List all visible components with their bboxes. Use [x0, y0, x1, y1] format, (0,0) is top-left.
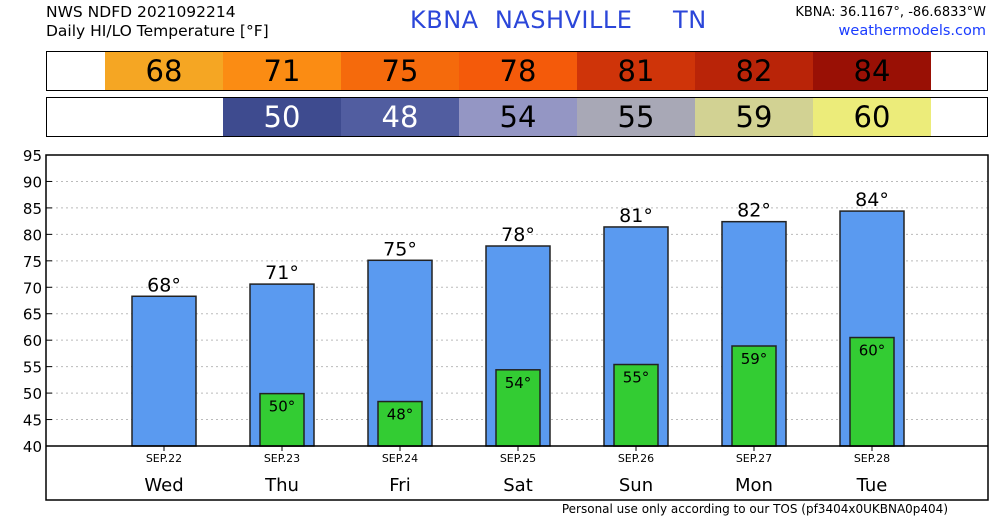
- x-day-label: Wed: [144, 475, 183, 496]
- high-temp-label: 81°: [619, 205, 653, 227]
- y-tick-label: 90: [23, 173, 42, 191]
- high-temp-label: 78°: [501, 224, 535, 246]
- low-temp-bar: [259, 392, 305, 447]
- low-temp-cell: 50: [223, 98, 341, 136]
- x-day-label: Mon: [735, 475, 773, 496]
- low-temp-strip: 50 48 54 55 59 60: [46, 97, 988, 137]
- header-left: NWS NDFD 2021092214 Daily HI/LO Temperat…: [46, 3, 269, 41]
- low-temp-label: 54°: [505, 374, 532, 392]
- low-temp-cell: 54: [459, 98, 577, 136]
- low-temp-bar: [377, 400, 423, 447]
- station-title: KBNA NASHVILLE TN: [410, 6, 707, 34]
- high-temp-cell: 84: [813, 52, 931, 90]
- x-day-label: Tue: [856, 475, 888, 496]
- high-temp-label: 84°: [855, 189, 889, 211]
- x-date-label: SEP.28: [854, 452, 890, 465]
- y-tick-label: 40: [23, 438, 42, 456]
- high-temp-cell: 81: [577, 52, 695, 90]
- run-label: NWS NDFD 2021092214: [46, 3, 236, 21]
- high-temp-cell: 82: [695, 52, 813, 90]
- y-tick-label: 95: [23, 147, 42, 165]
- high-temp-label: 71°: [265, 262, 299, 284]
- high-temp-cell: 68: [105, 52, 223, 90]
- y-tick-label: 65: [23, 306, 42, 324]
- y-tick-label: 55: [23, 359, 42, 377]
- x-date-label: SEP.24: [382, 452, 418, 465]
- x-date-label: SEP.23: [264, 452, 300, 465]
- low-temp-label: 60°: [859, 342, 886, 360]
- low-temp-cell: [105, 98, 223, 136]
- y-tick-label: 85: [23, 200, 42, 218]
- y-tick-label: 60: [23, 332, 42, 350]
- high-temp-label: 68°: [147, 274, 181, 296]
- low-temp-bar: [731, 345, 777, 447]
- y-tick-label: 70: [23, 279, 42, 297]
- y-tick-label: 45: [23, 412, 42, 430]
- x-date-label: SEP.27: [736, 452, 772, 465]
- tos-footer: Personal use only according to our TOS (…: [561, 502, 948, 516]
- high-temp-cell: 71: [223, 52, 341, 90]
- low-temp-label: 48°: [387, 406, 414, 424]
- high-temp-label: 82°: [737, 200, 771, 222]
- high-temp-cell: 75: [341, 52, 459, 90]
- low-temp-cell: 48: [341, 98, 459, 136]
- product-label: Daily HI/LO Temperature [°F]: [46, 22, 269, 40]
- x-day-label: Sat: [503, 475, 533, 496]
- y-tick-label: 50: [23, 385, 42, 403]
- high-temp-label: 75°: [383, 238, 417, 260]
- low-temp-bar: [849, 336, 895, 447]
- x-day-label: Thu: [264, 475, 299, 496]
- x-date-label: SEP.26: [618, 452, 654, 465]
- x-day-label: Sun: [619, 475, 653, 496]
- site-link[interactable]: weathermodels.com: [838, 23, 986, 39]
- low-temp-bar: [613, 363, 659, 447]
- low-temp-label: 55°: [623, 369, 650, 387]
- y-tick-label: 75: [23, 253, 42, 271]
- x-date-label: SEP.22: [146, 452, 182, 465]
- high-temp-strip: 68 71 75 78 81 82 84: [46, 51, 988, 91]
- low-temp-label: 50°: [269, 398, 296, 416]
- station-coords: KBNA: 36.1167°, -86.6833°W: [795, 5, 986, 20]
- x-day-label: Fri: [389, 475, 410, 496]
- low-temp-label: 59°: [741, 350, 768, 368]
- high-temp-bar: [131, 295, 197, 447]
- low-temp-cell: 60: [813, 98, 931, 136]
- low-temp-cell: 59: [695, 98, 813, 136]
- y-tick-label: 80: [23, 226, 42, 244]
- x-date-label: SEP.25: [500, 452, 536, 465]
- low-temp-cell: 55: [577, 98, 695, 136]
- high-temp-cell: 78: [459, 52, 577, 90]
- chart-frame: [45, 154, 989, 501]
